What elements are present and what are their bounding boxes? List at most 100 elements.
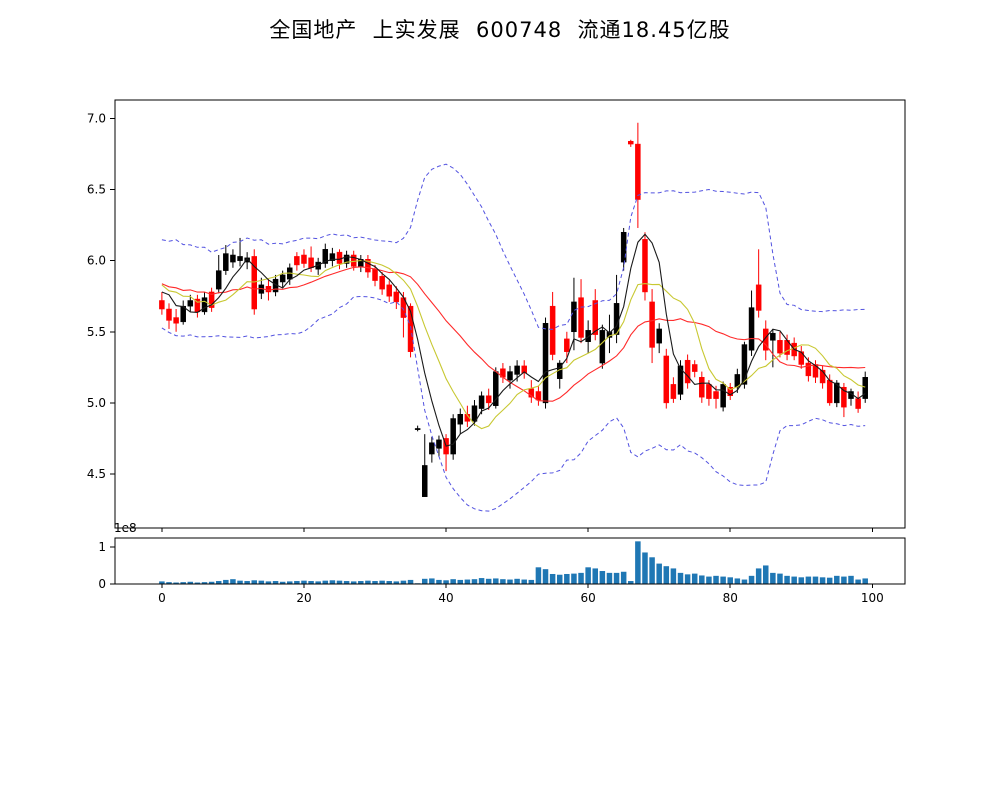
volume-bar xyxy=(436,579,442,584)
volume-bar xyxy=(386,581,392,584)
volume-bar xyxy=(244,581,250,584)
volume-bar xyxy=(393,581,400,584)
volume-bar xyxy=(592,568,599,584)
candle-body-down xyxy=(564,338,570,352)
candle-body-up xyxy=(343,254,350,264)
volume-bar xyxy=(848,575,854,584)
candle-body-down xyxy=(294,256,300,266)
volume-bar xyxy=(315,581,321,584)
volume-bar xyxy=(727,577,733,584)
candle-body-down xyxy=(628,140,634,145)
volume-bar xyxy=(507,579,513,584)
volume-bar xyxy=(826,577,833,584)
volume-y-tick-label: 1 xyxy=(98,540,106,554)
candle-body-up xyxy=(223,253,229,271)
candle-body-down xyxy=(208,291,215,308)
volume-bar xyxy=(578,572,584,584)
volume-bars-layer xyxy=(159,541,868,585)
volume-bar xyxy=(734,578,741,584)
candle-body-up xyxy=(748,307,755,351)
volume-bar xyxy=(862,578,868,584)
candle-body-up xyxy=(606,331,613,338)
candle-body-down xyxy=(336,251,343,264)
volume-bar xyxy=(777,573,783,584)
volume-bar xyxy=(215,581,222,584)
volume-bar xyxy=(791,576,797,584)
volume-bar xyxy=(464,579,471,584)
volume-bar xyxy=(706,576,712,584)
candle-body-down xyxy=(805,362,812,377)
candle-body-down xyxy=(308,257,314,269)
y-axis-tick-label: 6.5 xyxy=(87,183,106,197)
candle-body-up xyxy=(322,249,329,264)
candle-body-down xyxy=(691,364,698,372)
volume-bar xyxy=(556,574,563,584)
volume-bar xyxy=(763,565,769,584)
candle-body-up xyxy=(215,270,222,290)
candle-body-down xyxy=(684,359,691,384)
candle-body-up xyxy=(862,377,868,399)
candle-body-up xyxy=(450,418,456,455)
candle-body-down xyxy=(592,300,599,335)
candle-body-down xyxy=(699,377,705,398)
candle-body-up xyxy=(414,428,421,430)
candle-body-down xyxy=(826,379,833,404)
volume-bar xyxy=(230,579,236,584)
volume-bar xyxy=(194,582,201,584)
candle-body-up xyxy=(237,256,243,261)
candle-body-down xyxy=(251,256,257,310)
candle-body-down xyxy=(713,391,719,399)
volume-bar xyxy=(443,580,449,584)
volume-bar xyxy=(528,579,535,584)
candle-body-up xyxy=(599,330,606,364)
candle-body-up xyxy=(421,465,428,497)
volume-bar xyxy=(429,578,435,584)
y-axis-tick-label: 7.0 xyxy=(87,111,106,125)
volume-bar xyxy=(663,566,670,584)
volume-bar xyxy=(237,580,243,584)
y-axis-tick-label: 5.5 xyxy=(87,325,106,339)
candle-body-down xyxy=(173,317,179,324)
volume-bar xyxy=(514,578,520,584)
candle-body-down xyxy=(663,355,670,404)
volume-bar xyxy=(159,581,165,584)
volume-bar xyxy=(294,581,300,584)
candle-body-up xyxy=(585,330,591,342)
candle-body-up xyxy=(571,301,577,333)
candle-body-up xyxy=(656,328,662,344)
candle-body-down xyxy=(166,308,172,321)
volume-bar xyxy=(187,581,194,584)
candle-body-up xyxy=(429,442,435,455)
volume-bar xyxy=(741,579,748,584)
candle-body-down xyxy=(841,386,847,408)
candle-body-up xyxy=(230,254,236,263)
volume-bar xyxy=(549,573,556,584)
volume-bar xyxy=(301,580,307,584)
candle-body-up xyxy=(834,382,840,404)
candle-body-up xyxy=(542,322,549,404)
volume-bar xyxy=(421,578,428,584)
volume-bar xyxy=(350,581,357,584)
candle-body-up xyxy=(620,231,627,263)
candle-body-up xyxy=(514,365,520,375)
volume-bar xyxy=(500,579,506,584)
candle-body-up xyxy=(457,413,464,425)
candle-body-down xyxy=(727,386,733,397)
volume-bar xyxy=(649,557,655,584)
bollinger-upper-band xyxy=(161,163,866,330)
volume-bar xyxy=(855,579,861,584)
volume-bar xyxy=(272,581,279,584)
candle-body-down xyxy=(535,391,542,401)
candle-body-up xyxy=(201,297,208,313)
volume-bar xyxy=(493,578,499,584)
volume-bar xyxy=(635,541,641,584)
volume-bar xyxy=(642,552,648,584)
y-axis-tick-label: 5.0 xyxy=(87,396,106,410)
candle-body-down xyxy=(777,340,783,354)
volume-bar xyxy=(379,580,385,584)
candle-body-up xyxy=(329,253,336,261)
volume-bar xyxy=(684,574,691,584)
volume-bar xyxy=(748,575,755,584)
